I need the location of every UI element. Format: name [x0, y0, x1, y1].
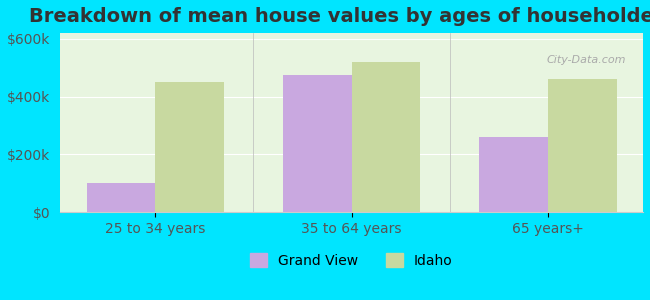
- Legend: Grand View, Idaho: Grand View, Idaho: [245, 248, 458, 273]
- Bar: [86, 183, 155, 212]
- Bar: [155, 82, 224, 212]
- Bar: [548, 79, 617, 212]
- Title: Breakdown of mean house values by ages of householders: Breakdown of mean house values by ages o…: [29, 7, 650, 26]
- Text: City-Data.com: City-Data.com: [546, 55, 625, 64]
- Bar: [352, 62, 421, 212]
- Bar: [479, 137, 548, 212]
- Bar: [283, 75, 352, 212]
